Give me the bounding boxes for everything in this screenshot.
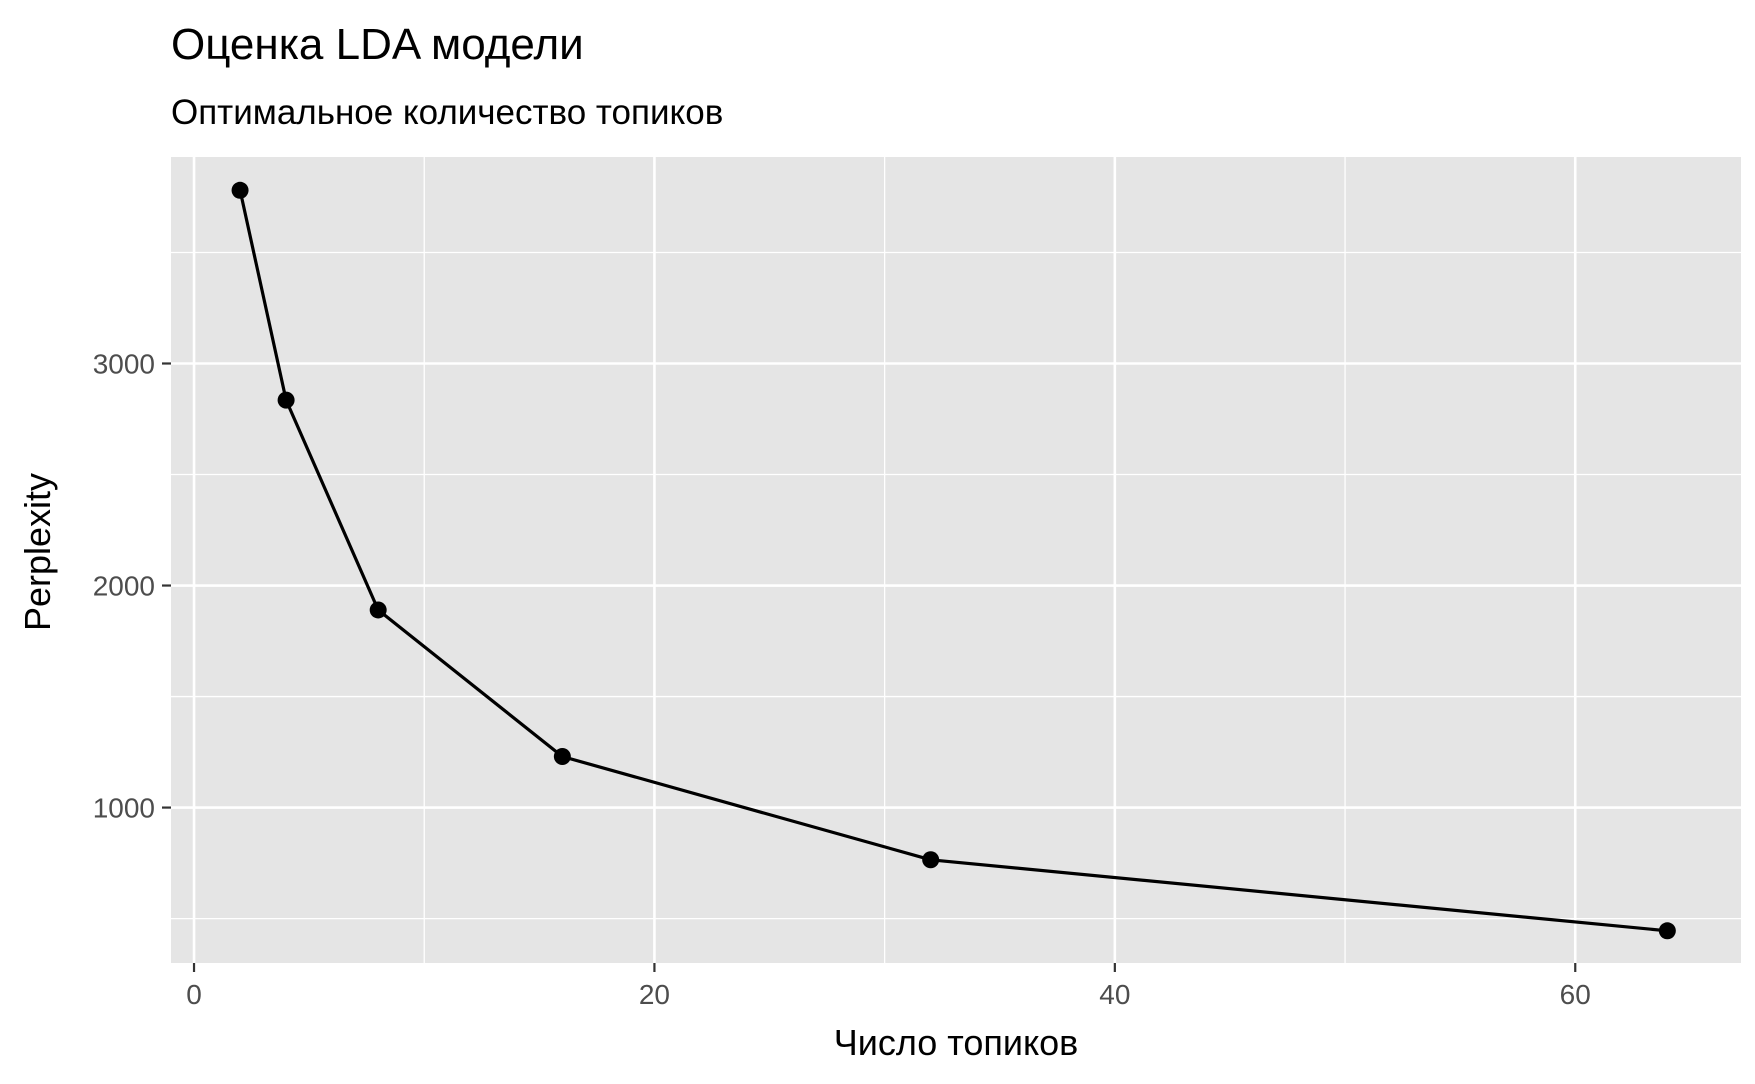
data-point — [277, 391, 295, 409]
chart-subtitle: Оптимальное количество топиков — [171, 93, 723, 132]
data-point — [922, 851, 940, 869]
major-gridlines — [171, 157, 1741, 963]
y-axis-title: Perplexity — [17, 473, 58, 631]
y-tick-label: 1000 — [93, 793, 155, 824]
x-axis-title: Число топиков — [834, 1022, 1079, 1063]
plot-panel — [171, 157, 1741, 963]
x-tick-label: 20 — [639, 979, 670, 1010]
x-tick-label: 0 — [186, 979, 202, 1010]
y-tick-label: 2000 — [93, 571, 155, 602]
data-point — [231, 181, 249, 199]
chart-title: Оценка LDA модели — [171, 20, 584, 69]
x-tick-label: 40 — [1099, 979, 1130, 1010]
data-point — [369, 601, 387, 619]
data-point — [1658, 922, 1676, 940]
minor-gridlines — [171, 157, 1741, 963]
data-point — [553, 748, 571, 766]
series-layer — [231, 181, 1676, 940]
series-line — [238, 189, 1668, 933]
x-tick-label: 60 — [1560, 979, 1591, 1010]
y-tick-label: 3000 — [93, 348, 155, 379]
axes: 0 20 40 60 1000 2000 3000 — [93, 348, 1591, 1010]
